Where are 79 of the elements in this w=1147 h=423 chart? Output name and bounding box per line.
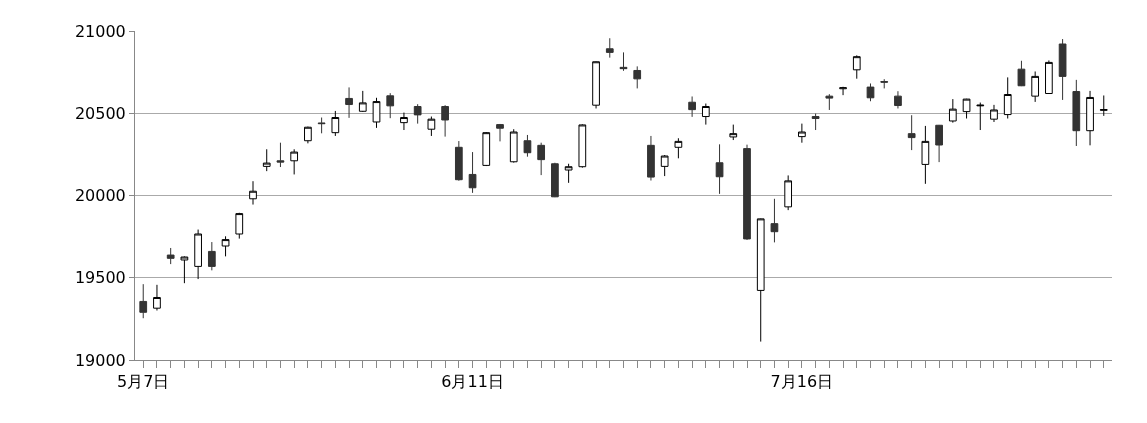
candlestick: [674, 137, 683, 159]
candlestick: [935, 124, 943, 163]
candlestick: [866, 82, 875, 102]
y-tick-label: 20500: [74, 103, 126, 123]
candlestick: [468, 151, 477, 194]
candlestick: [1003, 76, 1012, 120]
candlestick: [262, 148, 271, 172]
candlestick: [304, 126, 312, 144]
y-tick-label: 19000: [74, 350, 126, 370]
candlestick: [1086, 90, 1094, 146]
candlestick: [688, 95, 696, 118]
candlestick: [1099, 94, 1108, 117]
candlestick: [798, 123, 806, 144]
candlestick: [660, 154, 669, 177]
candlestick: [482, 131, 491, 167]
candlestick: [825, 93, 834, 111]
candlestick: [551, 162, 559, 198]
candlestick: [139, 283, 148, 319]
candlestick: [413, 103, 422, 125]
candlestick: [180, 255, 189, 284]
x-tick-label: 5月7日: [117, 372, 170, 392]
candlestick: [619, 51, 628, 72]
candlestick: [454, 140, 463, 182]
candlestick: [564, 163, 573, 184]
candlestick: [990, 104, 998, 123]
candlestick: [290, 148, 299, 175]
candlestick: [1017, 60, 1026, 87]
candlestick: [715, 143, 724, 195]
candlestick: [756, 218, 765, 343]
candlestick: [441, 104, 449, 138]
candlestick: [921, 125, 930, 185]
candlestick: [153, 284, 161, 311]
candlestick: [578, 123, 587, 169]
candlestick: [1072, 79, 1081, 147]
candlestick: [1045, 59, 1053, 95]
candlestick: [331, 110, 340, 137]
x-tick-label: 7月16日: [770, 372, 834, 392]
candlestick: [317, 117, 326, 134]
candlestick: [880, 78, 889, 89]
candlestick: [729, 124, 738, 141]
candlestick: [1031, 70, 1040, 103]
candlestick: [907, 114, 916, 151]
candlestick: [509, 128, 518, 164]
candlestick: [962, 98, 971, 120]
y-tick-label: 20000: [74, 186, 126, 206]
candlestick: [592, 60, 600, 109]
candlestick: [537, 142, 546, 176]
y-tick-label: 21000: [74, 21, 126, 41]
candlestick: [976, 102, 985, 131]
candlestick: [194, 229, 202, 280]
candlestick: [400, 112, 408, 131]
candlestick: [249, 180, 257, 206]
candlestick: [647, 135, 655, 182]
candlestick: [235, 212, 244, 240]
candlestick: [811, 113, 820, 131]
candlestick: [207, 241, 216, 271]
candlestick: [948, 98, 957, 124]
candlestick: [784, 174, 793, 211]
candlestick: [345, 86, 353, 119]
x-tick-label: 6月11日: [441, 372, 504, 392]
y-tick-label: 19500: [74, 268, 126, 288]
candlestick: [770, 198, 779, 243]
candlestick: [523, 134, 532, 158]
candlestick: [743, 144, 751, 241]
candlestick: [427, 116, 436, 137]
candlestick: [166, 247, 175, 265]
candlestick: [633, 65, 642, 89]
candlestick: [894, 90, 902, 109]
candlestick: [386, 92, 395, 119]
candlestick: [605, 37, 614, 59]
candlestick: [496, 123, 504, 142]
candlestick: [839, 86, 847, 96]
candlestick: [1058, 38, 1067, 101]
candlestick: [701, 103, 710, 126]
candlestick: [221, 235, 230, 257]
candlestick: [358, 90, 367, 113]
candlestick: [276, 142, 285, 168]
candlestick: [372, 97, 381, 129]
candlestick: [852, 54, 861, 80]
